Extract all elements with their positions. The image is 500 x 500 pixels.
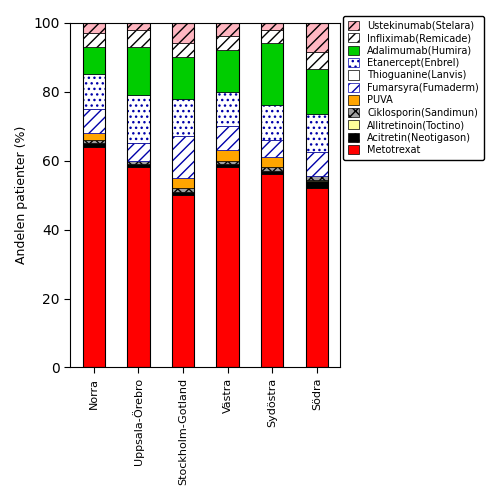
Bar <box>172 192 194 195</box>
Bar <box>82 109 105 133</box>
Bar <box>172 44 194 57</box>
Bar <box>216 22 238 368</box>
Bar <box>306 188 328 368</box>
Bar <box>261 22 283 368</box>
Bar <box>261 168 283 171</box>
Bar <box>261 171 283 174</box>
Bar <box>127 95 150 144</box>
Bar <box>127 22 150 30</box>
Bar <box>127 30 150 47</box>
Bar <box>216 50 238 92</box>
Bar <box>216 36 238 51</box>
Bar <box>261 140 283 157</box>
Bar <box>306 180 328 182</box>
Bar <box>82 147 105 368</box>
Bar <box>306 114 328 152</box>
Bar <box>172 178 194 188</box>
Bar <box>172 22 194 368</box>
Bar <box>172 98 194 136</box>
Bar <box>127 144 150 160</box>
Bar <box>216 126 238 150</box>
Bar <box>82 140 105 143</box>
Legend: Ustekinumab(Stelara), Infliximab(Remicade), Adalimumab(Humira), Etanercept(Enbre: Ustekinumab(Stelara), Infliximab(Remicad… <box>343 16 484 160</box>
Bar <box>216 150 238 160</box>
Bar <box>82 22 105 368</box>
Bar <box>82 22 105 33</box>
Bar <box>172 22 194 44</box>
Bar <box>306 22 328 368</box>
Bar <box>261 30 283 44</box>
Bar <box>261 106 283 140</box>
Bar <box>261 44 283 106</box>
Bar <box>306 52 328 69</box>
Bar <box>216 168 238 368</box>
Bar <box>216 160 238 164</box>
Y-axis label: Andelen patienter (%): Andelen patienter (%) <box>15 126 28 264</box>
Bar <box>127 164 150 168</box>
Bar <box>306 176 328 180</box>
Bar <box>172 188 194 192</box>
Bar <box>261 174 283 368</box>
Bar <box>82 144 105 147</box>
Bar <box>172 57 194 98</box>
Bar <box>216 92 238 126</box>
Bar <box>82 133 105 140</box>
Bar <box>82 47 105 74</box>
Bar <box>127 160 150 164</box>
Bar <box>127 168 150 368</box>
Bar <box>306 182 328 188</box>
Bar <box>127 22 150 368</box>
Bar <box>127 47 150 95</box>
Bar <box>306 69 328 114</box>
Bar <box>216 22 238 36</box>
Bar <box>172 136 194 178</box>
Bar <box>82 74 105 109</box>
Bar <box>261 22 283 30</box>
Bar <box>261 157 283 168</box>
Bar <box>216 164 238 168</box>
Bar <box>306 152 328 176</box>
Bar <box>306 22 328 52</box>
Bar <box>82 33 105 47</box>
Bar <box>172 195 194 368</box>
